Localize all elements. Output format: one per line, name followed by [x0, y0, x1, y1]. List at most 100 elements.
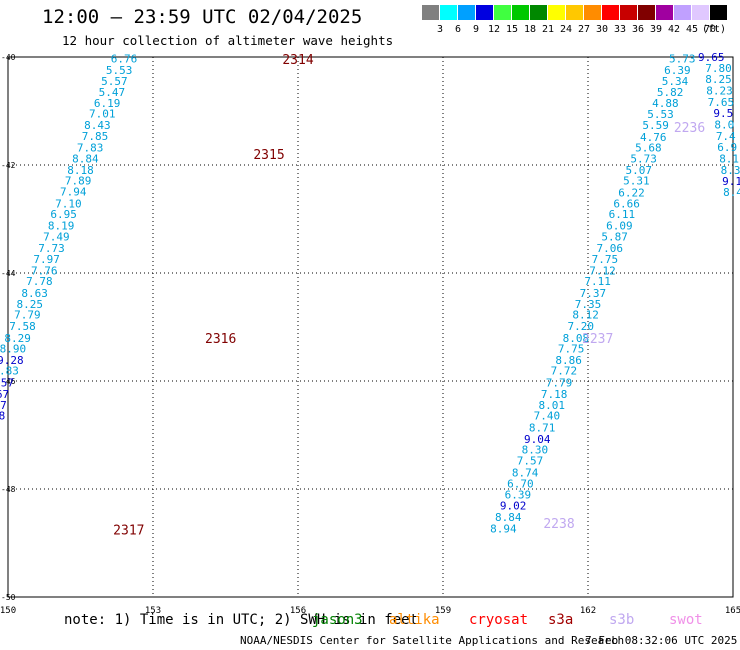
- legend-label: 27: [577, 24, 591, 35]
- pass-time-label: 2316: [205, 332, 236, 347]
- y-tick-label: -48: [1, 485, 16, 494]
- legend-swatch: [548, 5, 565, 20]
- wave-height-point: 7.35: [575, 298, 602, 311]
- wave-height-point: 6.9: [717, 141, 737, 154]
- pass-time-label: 2236: [674, 121, 705, 136]
- wave-height-point: 4.76: [640, 131, 667, 144]
- wave-height-point: 7.78: [26, 275, 53, 288]
- legend-swatch: [584, 5, 601, 20]
- wave-height-point: 7.73: [38, 242, 65, 255]
- y-tick-label: -44: [1, 269, 16, 278]
- legend-label: 42: [667, 24, 681, 35]
- page-title: 12:00 – 23:59 UTC 02/04/2025: [42, 6, 363, 28]
- wave-height-point: 8.30: [522, 444, 549, 457]
- wave-height-point: 7.79: [14, 309, 41, 322]
- wave-height-point: 7.57: [517, 454, 544, 467]
- legend-label: 36: [631, 24, 645, 35]
- wave-height-point: 6.39: [505, 488, 532, 501]
- wave-height-point: 7.18: [541, 388, 568, 401]
- wave-height-point: 9.5: [713, 107, 733, 120]
- legend-label: 3: [436, 24, 444, 35]
- wave-height-point: 7.58: [9, 320, 36, 333]
- y-tick-label: -46: [1, 377, 16, 386]
- wave-height-point: 6.19: [94, 97, 121, 110]
- legend-swatch: [512, 5, 529, 20]
- wave-height-point: 8.18: [67, 164, 94, 177]
- legend-label: 9: [472, 24, 480, 35]
- subtitle: 12 hour collection of altimeter wave hei…: [62, 33, 394, 48]
- legend-swatch: [494, 5, 511, 20]
- legend-swatch: [530, 5, 547, 20]
- wave-height-point: 5.53: [106, 64, 133, 77]
- wave-height-point: 9.1: [722, 175, 740, 188]
- wave-height-point: 9.77: [0, 399, 7, 412]
- wave-height-point: 7.65: [708, 96, 735, 109]
- wave-height-point: 7.83: [77, 142, 104, 155]
- wave-height-point: 5.68: [635, 142, 662, 155]
- wave-height-point: 5.07: [626, 164, 653, 177]
- x-tick-label: 162: [580, 606, 596, 616]
- plot-frame: [7, 56, 734, 598]
- wave-height-point: 7.89: [65, 175, 92, 188]
- wave-height-point: 7.4: [716, 130, 736, 143]
- wave-height-point: 9.04: [524, 433, 551, 446]
- legend-swatch: [710, 5, 727, 20]
- wave-height-point: 8.25: [705, 73, 732, 86]
- legend-label: 12: [487, 24, 501, 35]
- wave-height-point: 6.76: [111, 53, 138, 66]
- wave-height-point: 9.57: [0, 377, 14, 390]
- wave-height-point: 7.72: [551, 365, 578, 378]
- wave-height-point: 8.29: [4, 332, 31, 345]
- wave-height-point: 8.0: [714, 119, 734, 132]
- wave-height-point: 6.22: [618, 187, 645, 200]
- x-tick-label: 153: [145, 606, 161, 616]
- wave-height-point: 5.31: [623, 175, 650, 188]
- wave-height-point: 6.09: [606, 219, 633, 232]
- wave-height-point: 6.11: [609, 208, 636, 221]
- wave-height-point: 8.25: [17, 298, 44, 311]
- pass-time-label: 2317: [113, 524, 144, 539]
- wave-height-point: 7.20: [568, 320, 595, 333]
- wave-height-point: 8.71: [529, 421, 556, 434]
- y-tick-label: -42: [1, 161, 16, 170]
- wave-height-point: 7.40: [534, 410, 561, 423]
- wave-height-point: 8.4: [723, 186, 740, 199]
- satellite-s3b: s3b: [609, 612, 635, 628]
- wave-height-point: 8.08: [563, 332, 590, 345]
- wave-height-point: 10.88: [0, 410, 5, 423]
- wave-height-point: 8.84: [72, 153, 99, 166]
- wave-height-point: 7.12: [589, 264, 616, 277]
- wave-height-point: 5.87: [601, 230, 628, 243]
- legend-swatch: [458, 5, 475, 20]
- wave-height-point: 5.82: [657, 86, 684, 99]
- wave-height-point: 7.76: [31, 264, 58, 277]
- footer-note: note: 1) Time is in UTC; 2) SWH is in fe…: [64, 612, 419, 628]
- wave-height-point: 7.97: [33, 253, 60, 266]
- wave-height-point: 5.59: [642, 119, 669, 132]
- satellite-cryosat: cryosat: [469, 612, 529, 628]
- legend-label: 45: [685, 24, 699, 35]
- wave-height-point: 9.67: [0, 388, 9, 401]
- wave-height-point: 8.74: [512, 466, 539, 479]
- wave-height-point: 9.28: [0, 354, 24, 367]
- wave-height-point: 7.49: [43, 230, 70, 243]
- legend-swatch: [620, 5, 637, 20]
- legend-label: 15: [505, 24, 519, 35]
- wave-height-point: 7.79: [546, 377, 573, 390]
- satellite-s3a: s3a: [548, 612, 574, 628]
- wave-height-point: 5.47: [99, 86, 126, 99]
- legend-swatch: [422, 5, 439, 20]
- wave-height-point: 5.34: [662, 75, 689, 88]
- pass-time-label: 2238: [543, 517, 574, 532]
- wave-height-point: 9.65: [698, 51, 725, 64]
- pass-time-label: 2315: [253, 148, 284, 163]
- legend-swatch: [566, 5, 583, 20]
- wave-height-point: 7.11: [584, 275, 611, 288]
- wave-height-point: 7.85: [82, 130, 109, 143]
- wave-height-point: 5.57: [101, 75, 128, 88]
- legend-label: 6: [454, 24, 462, 35]
- wave-height-point: 5.73: [669, 53, 696, 66]
- legend-label: 33: [613, 24, 627, 35]
